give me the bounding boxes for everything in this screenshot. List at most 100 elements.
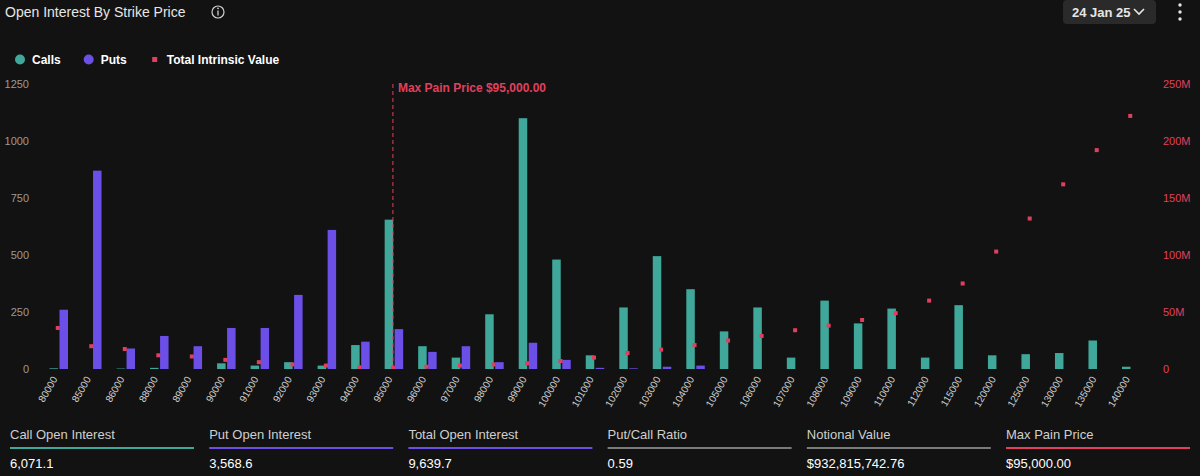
bar: [60, 310, 69, 369]
y-tick-label: 0: [23, 363, 29, 375]
bar: [663, 367, 672, 369]
bar: [854, 323, 863, 369]
scatter-point: [1061, 182, 1065, 186]
x-tick-label: 90000: [204, 374, 228, 404]
stat-underline: [209, 447, 393, 449]
bar: [552, 260, 561, 369]
scatter-point: [257, 360, 261, 364]
x-tick-label: 102000: [603, 374, 629, 409]
scatter-point: [458, 364, 462, 368]
background: [0, 0, 1200, 476]
bar: [686, 289, 695, 369]
scatter-point: [726, 339, 730, 343]
stat-value: 6,071.1: [10, 456, 53, 471]
bar: [830, 369, 839, 370]
bar: [117, 368, 126, 369]
bar: [294, 295, 303, 369]
bar: [562, 360, 571, 369]
x-tick-label: 130000: [1039, 374, 1065, 409]
bar: [50, 368, 59, 369]
bar: [495, 362, 504, 369]
bar: [931, 369, 940, 370]
bar: [1098, 369, 1107, 370]
bar: [194, 346, 203, 369]
scatter-point: [626, 351, 630, 355]
chart-root: Open Interest By Strike Price 24 Jan 25 Ca…: [0, 0, 1200, 476]
x-tick-label: 101000: [570, 374, 596, 409]
bar: [763, 369, 772, 370]
y-tick-label: 250: [11, 306, 29, 318]
menu-dots[interactable]: [1178, 10, 1181, 13]
bar: [1055, 353, 1064, 369]
x-tick-label: 91000: [237, 374, 261, 404]
x-tick-label: 115000: [939, 374, 965, 408]
bar: [897, 369, 906, 370]
stat-underline: [807, 447, 991, 449]
scatter-point: [760, 334, 764, 338]
bar: [797, 369, 806, 370]
x-tick-label: 103000: [637, 374, 663, 409]
x-tick-label: 94000: [338, 374, 362, 404]
y-tick-label: 1250: [5, 78, 29, 90]
scatter-point: [357, 365, 361, 369]
legend-label: Total Intrinsic Value: [167, 53, 280, 67]
date-selector[interactable]: [1063, 0, 1156, 24]
plot-area: [50, 114, 1133, 369]
x-tick-label: 112000: [905, 374, 931, 408]
legend-label: Puts: [101, 53, 127, 67]
stat-underline: [1006, 447, 1190, 449]
menu-dots[interactable]: [1178, 3, 1181, 6]
scatter-point: [659, 348, 663, 352]
bar: [954, 305, 963, 369]
scatter-point: [961, 282, 965, 286]
stat-label: Total Open Interest: [408, 427, 518, 442]
scatter-point: [290, 362, 294, 366]
y2-tick-label: 250M: [1163, 78, 1191, 90]
x-tick-label: 86000: [103, 374, 127, 404]
y-tick-label: 750: [11, 192, 29, 204]
x-tick-label: 140000: [1106, 374, 1132, 409]
scatter-point: [156, 353, 160, 357]
scatter-point: [491, 362, 495, 366]
scatter-point: [860, 318, 864, 322]
bar: [184, 369, 193, 370]
title: Open Interest By Strike Price: [5, 4, 186, 20]
stat-value: $932,815,742.76: [807, 456, 905, 471]
bar: [653, 256, 662, 369]
x-tick-label: 109000: [838, 374, 864, 409]
bar: [988, 355, 997, 369]
stat-label: Notional Value: [807, 427, 891, 442]
stat-underline: [408, 447, 592, 449]
stat-value: 9,639.7: [408, 456, 451, 471]
bar: [629, 368, 638, 369]
x-tick-label: 97000: [438, 374, 462, 404]
scatter-point: [1028, 217, 1032, 221]
bar: [787, 358, 796, 369]
bar: [261, 328, 270, 369]
x-tick-label: 93000: [304, 374, 328, 404]
bar: [93, 171, 102, 369]
scatter-point: [558, 359, 562, 363]
legend-marker: [152, 57, 157, 62]
info-icon: [217, 7, 219, 9]
date-label[interactable]: 24 Jan 25: [1072, 5, 1131, 20]
y2-tick-label: 150M: [1163, 192, 1191, 204]
stat-label: Put/Call Ratio: [608, 427, 687, 442]
bar: [361, 342, 370, 369]
menu-dots[interactable]: [1178, 17, 1181, 20]
y-tick-label: 1000: [5, 135, 29, 147]
bar: [730, 369, 739, 370]
bar: [820, 301, 829, 369]
scatter-point: [894, 311, 898, 315]
scatter-point: [123, 347, 127, 351]
bar: [1065, 369, 1074, 370]
stat-label: Call Open Interest: [10, 427, 115, 442]
bar: [921, 358, 930, 369]
x-tick-label: 108000: [804, 374, 830, 409]
bar: [753, 307, 762, 369]
bar: [864, 369, 873, 370]
scatter-point: [994, 250, 998, 254]
bar: [887, 309, 896, 369]
stat-value: 3,568.6: [209, 456, 252, 471]
x-tick-label: 106000: [737, 374, 763, 409]
